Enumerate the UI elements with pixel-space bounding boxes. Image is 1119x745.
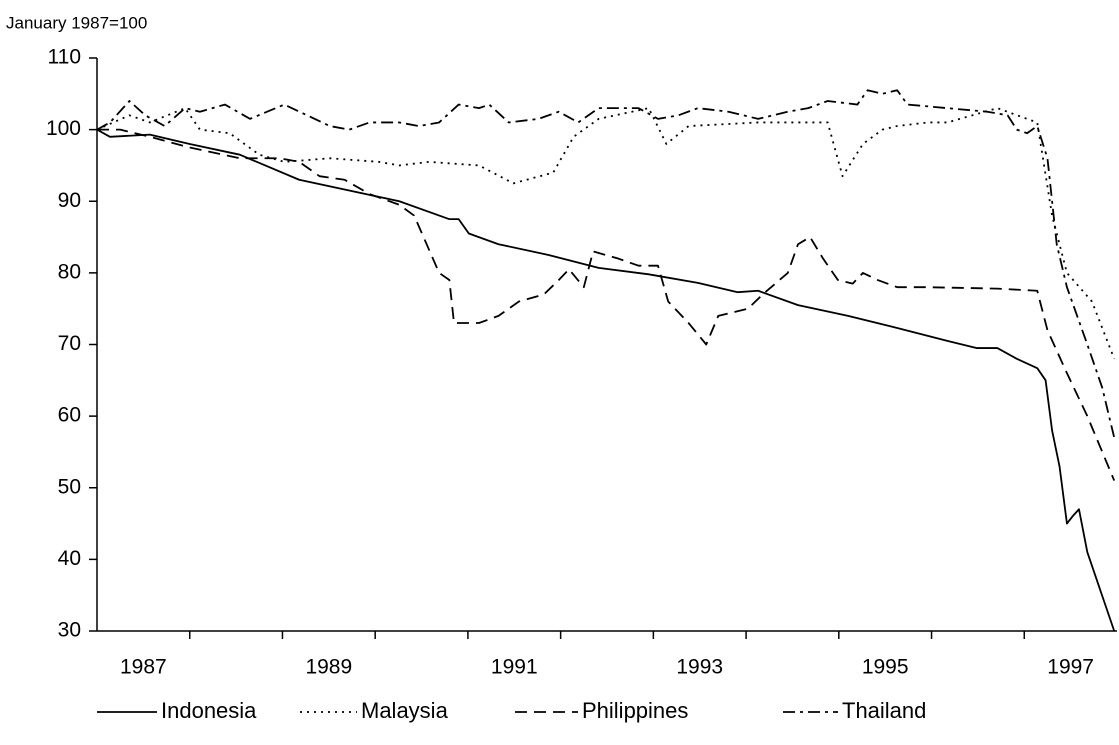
y-axis-label: January 1987=100	[6, 13, 147, 32]
x-tick-label: 1991	[491, 656, 538, 679]
x-tick-label: 1995	[862, 656, 909, 679]
y-tick-label: 40	[58, 547, 81, 570]
legend-label: Indonesia	[161, 698, 257, 723]
series-line	[96, 128, 1116, 632]
series-line	[97, 128, 1116, 481]
y-tick-label: 90	[58, 189, 81, 212]
x-tick-label: 1997	[1047, 656, 1094, 679]
legend-label: Thailand	[842, 698, 926, 723]
y-tick-label: 30	[58, 619, 81, 642]
legend-label: Philippines	[582, 698, 688, 723]
x-tick-label: 1987	[120, 656, 167, 679]
x-tick-label: 1989	[305, 656, 352, 679]
y-tick-label: 60	[58, 404, 81, 427]
y-tick-label: 70	[58, 332, 81, 355]
y-tick-label: 110	[48, 46, 81, 69]
y-tick-label: 100	[46, 117, 81, 140]
y-tick-label: 50	[58, 475, 81, 498]
y-tick-label: 80	[58, 260, 81, 283]
legend-label: Malaysia	[361, 698, 449, 723]
series-line	[96, 107, 1116, 360]
series-line	[96, 89, 1116, 438]
x-tick-label: 1993	[676, 656, 723, 679]
